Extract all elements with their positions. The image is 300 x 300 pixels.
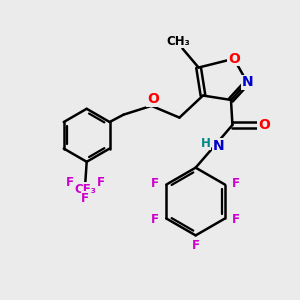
Text: F: F: [66, 176, 74, 189]
Text: CF₃: CF₃: [74, 183, 96, 196]
Text: CH₃: CH₃: [166, 34, 190, 48]
Text: F: F: [97, 176, 104, 189]
Text: F: F: [151, 213, 159, 226]
Text: F: F: [151, 177, 159, 190]
Text: O: O: [147, 92, 159, 106]
Text: N: N: [212, 139, 224, 153]
Text: O: O: [228, 52, 240, 66]
Text: O: O: [258, 118, 270, 132]
Text: F: F: [232, 177, 240, 190]
Text: F: F: [81, 192, 89, 205]
Text: F: F: [192, 239, 200, 252]
Text: F: F: [232, 213, 240, 226]
Text: H: H: [201, 137, 211, 150]
Text: N: N: [242, 75, 253, 89]
